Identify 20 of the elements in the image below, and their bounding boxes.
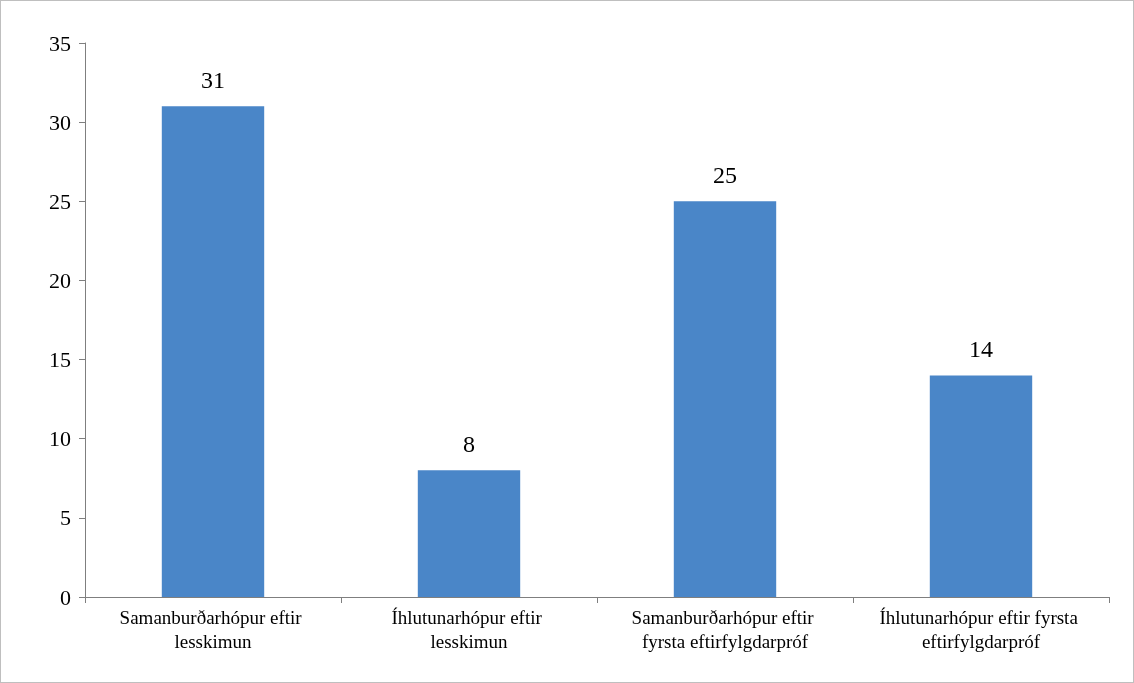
data-label: 8 [463, 431, 475, 458]
y-tick-label: 20 [49, 267, 71, 293]
data-label: 14 [969, 336, 993, 363]
bar [673, 201, 777, 597]
x-tick-label: Íhlutunarhópur eftir fyrsta eftirfylgdarpróf [879, 606, 1083, 652]
bar [161, 106, 265, 597]
bar [929, 375, 1033, 597]
bar [417, 470, 521, 597]
y-tick-label: 35 [49, 30, 71, 56]
x-tick-label: Samanburðarhópur eftir fyrsta eftirfylgdarpróf [631, 606, 819, 652]
y-tick-label: 10 [49, 426, 71, 452]
y-tick-label: 30 [49, 109, 71, 135]
y-tick-label: 5 [60, 505, 71, 531]
data-label: 25 [713, 162, 737, 189]
x-tick-label: Íhlutunarhópur eftir lesskimun [391, 606, 547, 652]
y-tick-label: 0 [60, 584, 71, 610]
x-tick-label: Samanburðarhópur eftir lesskimun [119, 606, 307, 652]
y-tick-label: 25 [49, 188, 71, 214]
y-tick-label: 15 [49, 347, 71, 373]
data-label: 31 [201, 67, 225, 94]
